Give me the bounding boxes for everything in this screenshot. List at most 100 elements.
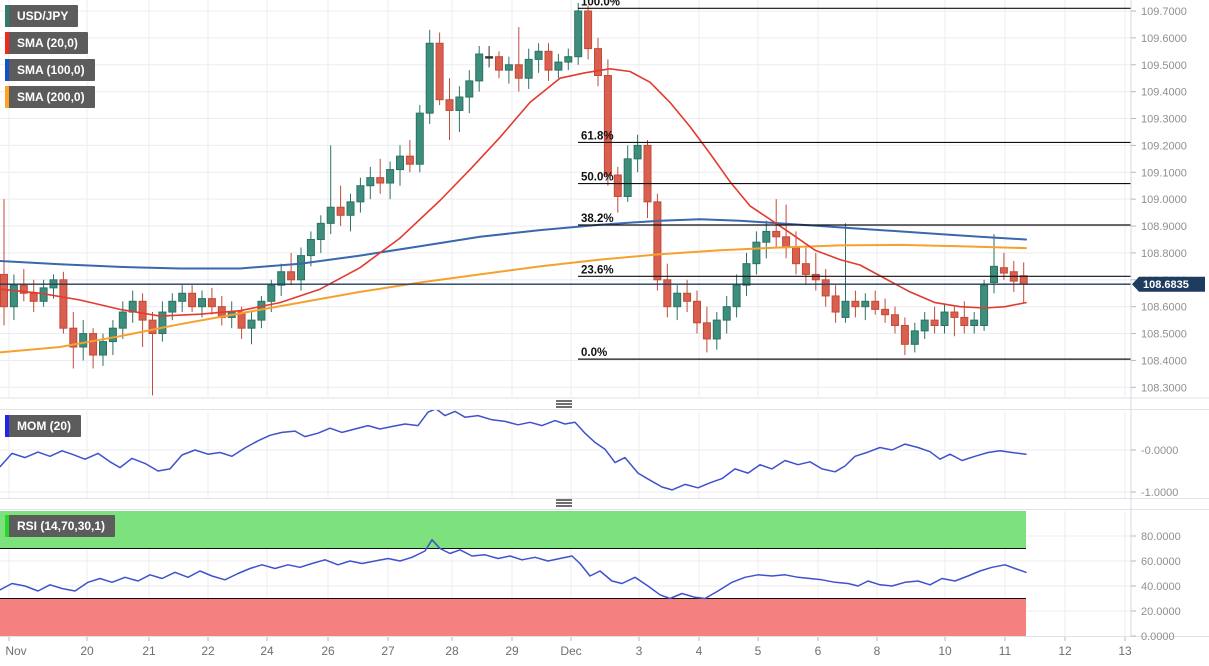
price-tick-label: 109.2000 [1141,140,1187,152]
candle [148,312,157,396]
candle [386,161,395,200]
candle [118,301,127,339]
candle [356,177,365,213]
date-tick-label: Dec [560,644,581,658]
fib-retracement[interactable]: 100.0% 61.8% 50.0% 38.2% 23.6% 0.0% [578,0,1131,360]
candle [435,32,444,106]
candle [524,48,533,89]
rsi-tick-label: 40.0000 [1141,581,1181,593]
candle [277,263,286,296]
candle [198,290,206,318]
candlestick-series [0,2,1028,396]
candle [59,271,68,334]
legend-symbol-label: USD/JPY [17,9,69,23]
date-tick-label: 3 [636,644,643,658]
candle [633,134,642,173]
candle [861,293,870,321]
candle [287,252,296,286]
rsi-bands [0,511,1026,636]
candle [158,301,167,342]
candle [970,312,979,334]
candle [950,306,959,337]
candle [653,193,662,291]
rsi-tick-label: 0.0000 [1141,631,1175,643]
price-tick-label: 109.4000 [1141,87,1187,99]
legend-symbol[interactable]: USD/JPY [5,5,79,27]
candle [1019,262,1028,303]
date-tick-label: 21 [142,644,156,658]
mom-accent-bar [5,415,9,437]
candle [584,5,593,60]
sma20-accent-bar [5,32,9,54]
date-tick-label: 29 [505,644,519,658]
price-tick-label: 109.6000 [1141,33,1187,45]
date-tick-label: 5 [755,644,762,658]
candle [574,2,583,65]
legend-sma20-label: SMA (20,0) [17,36,78,50]
date-axis[interactable]: Nov 20 21 22 24 26 27 28 29 Dec 3 4 5 6 8 10 11 12 13 [5,637,1132,658]
candle [306,231,315,267]
candle [623,145,632,202]
legend-mom[interactable]: MOM (20) [5,415,81,437]
rsi-line [0,539,1027,600]
date-tick-label: 12 [1058,644,1072,658]
candle [643,140,652,218]
candle [9,274,18,321]
candle [534,43,543,73]
legend-sma200[interactable]: SMA (200,0) [5,86,95,108]
legend-sma20[interactable]: SMA (20,0) [5,32,88,54]
fib-level-label: 100.0% [581,0,620,8]
candle [405,140,414,173]
indicator-axes[interactable]: -0.0000 -1.0000 80.0000 60.0000 40.0000 20.00… [1131,445,1181,643]
date-tick-label: Nov [5,644,26,658]
candle [663,263,672,318]
sma100-line [0,218,1027,270]
fib-level-label: 38.2% [581,213,614,225]
rsi-pane [0,539,1027,600]
price-axis[interactable]: 109.7000 109.6000 109.5000 109.4000 109.3000… [1131,6,1187,394]
candle [247,312,256,345]
candle [940,303,949,334]
candle [455,86,464,132]
price-tick-label: 109.3000 [1141,114,1187,126]
legend-rsi[interactable]: RSI (14,70,30,1) [5,515,116,537]
candle [366,166,375,200]
candle [930,306,939,334]
sma200-accent-bar [5,86,9,108]
candle [752,231,761,275]
legend-sma100[interactable]: SMA (100,0) [5,59,95,81]
legend-sma200-label: SMA (200,0) [17,90,85,104]
candle [881,298,890,323]
price-tick-label: 108.9000 [1141,221,1187,233]
rsi-oversold-band [0,598,1026,636]
candle [237,306,246,339]
candle [178,285,187,313]
price-tick-label: 108.3000 [1141,382,1187,394]
pane-splitter-mom[interactable] [556,400,572,408]
candle [871,290,880,315]
candle [257,295,266,329]
fib-level-label: 0.0% [581,347,607,359]
candle [693,290,701,334]
price-tick-label: 109.7000 [1141,6,1187,18]
candle [594,37,602,87]
candle [267,279,276,313]
candle [673,285,682,321]
rsi-accent-bar [5,515,9,537]
fib-level-label: 61.8% [581,130,614,142]
price-tick-label: 108.6000 [1141,302,1187,314]
candle [732,274,741,318]
candle [554,54,563,79]
date-tick-label: 10 [938,644,952,658]
candle [613,166,622,213]
candle [297,247,305,291]
candle [445,78,454,141]
mom-pane [0,410,1027,491]
date-tick-label: 26 [321,644,335,658]
candle [475,45,484,92]
price-tick-label: 109.0000 [1141,194,1187,206]
candle [980,279,989,331]
pane-splitter-rsi[interactable] [556,499,572,507]
date-tick-label: 4 [696,644,703,658]
